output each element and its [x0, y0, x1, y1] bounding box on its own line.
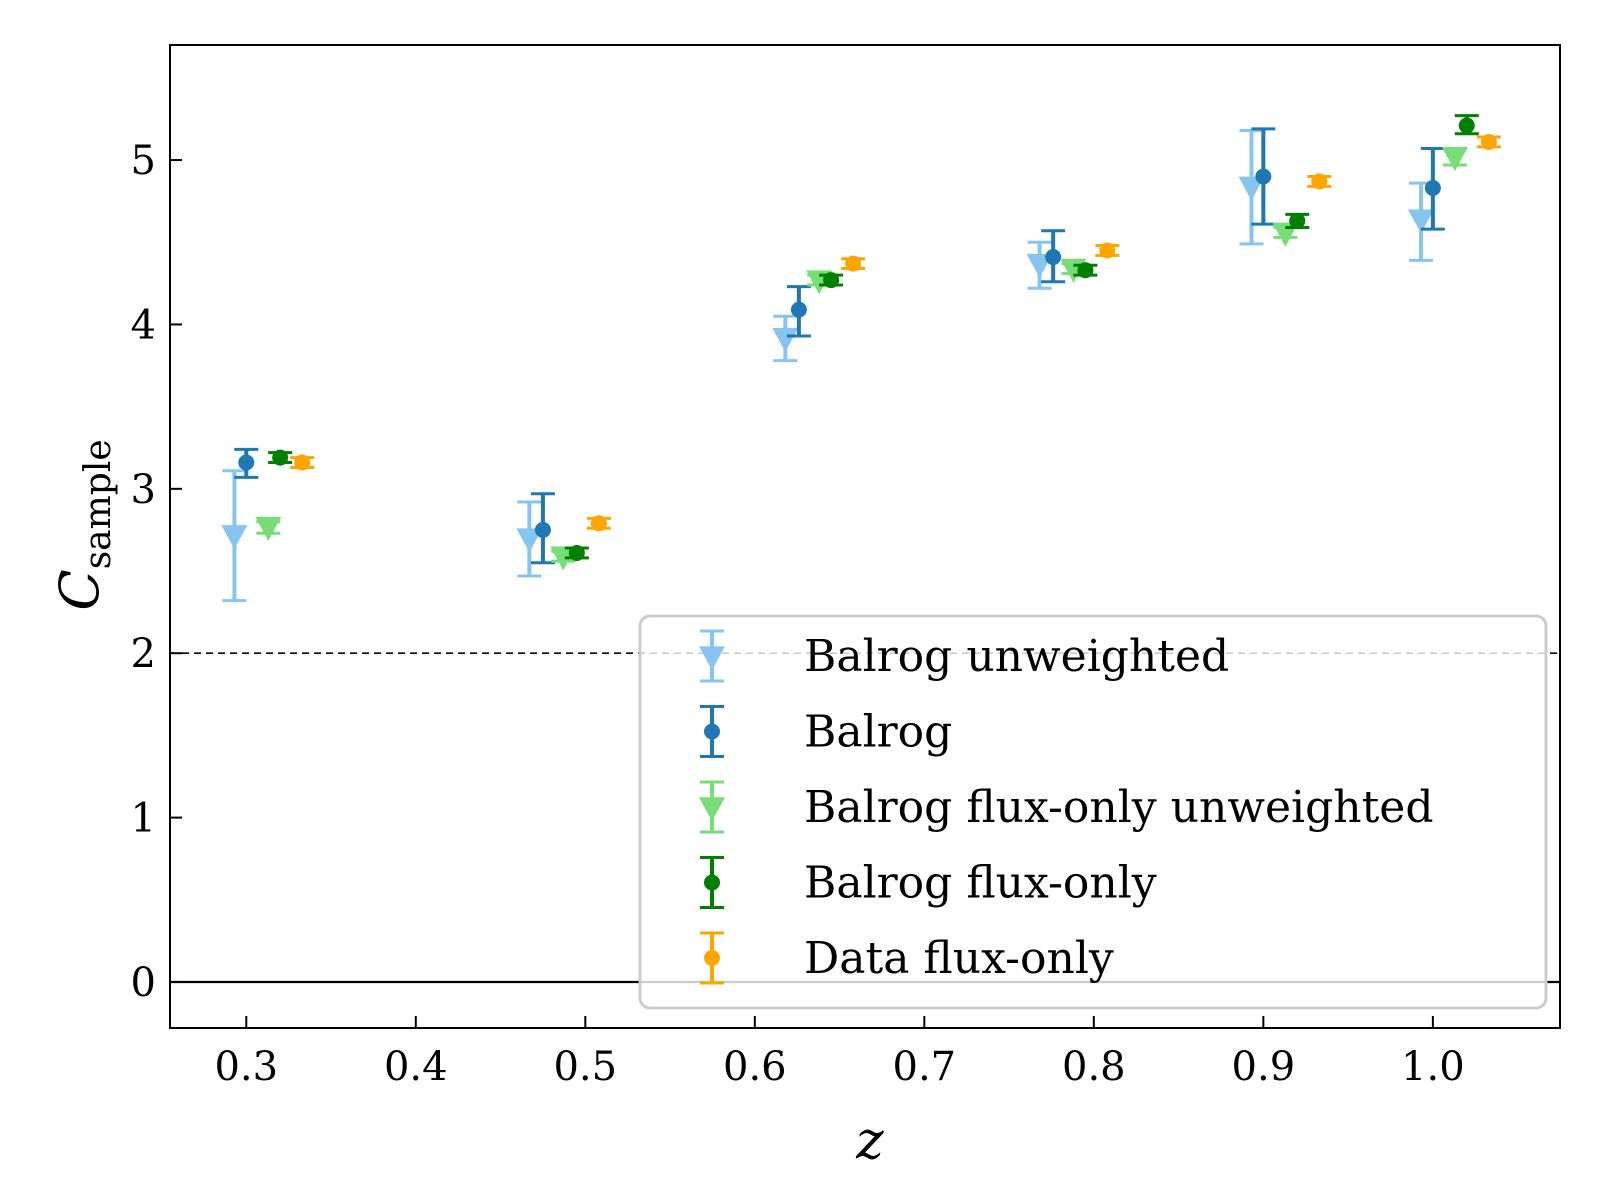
plot-frame [169, 44, 1561, 1029]
x-tick-label: 0.8 [1062, 1044, 1126, 1090]
x-tick-label: 0.3 [214, 1044, 278, 1090]
legend-marker [704, 874, 720, 891]
data-point [534, 521, 551, 538]
legend-marker [699, 646, 725, 671]
y-tick-label: 2 [131, 631, 156, 677]
x-axis-label: z [855, 1111, 884, 1171]
data-point [1238, 176, 1265, 201]
series-balrog [234, 127, 1445, 565]
legend-marker [704, 950, 720, 966]
y-tick-label: 1 [131, 796, 156, 842]
x-tick-label: 1.0 [1401, 1044, 1465, 1090]
data-point [1458, 117, 1475, 134]
legend-box [638, 614, 1548, 1010]
legend-label: Balrog flux-only [804, 858, 1157, 909]
y-axis-label: Csample [48, 439, 119, 610]
series-balrog-unweighted [221, 128, 1434, 603]
data-point [1077, 262, 1094, 279]
series-balrog-flux-only [268, 114, 1479, 561]
data-point [221, 525, 248, 550]
data-point [1311, 173, 1328, 190]
x-tick-label: 0.4 [384, 1044, 448, 1090]
x-tick-label: 0.5 [553, 1044, 617, 1090]
y-axis-label-subscript: sample [78, 439, 119, 569]
data-point [1289, 212, 1306, 229]
x-tick-label: 0.7 [893, 1044, 957, 1090]
data-point [1480, 133, 1497, 150]
legend-label: Balrog [804, 707, 952, 758]
data-point [255, 516, 282, 541]
data-point [1441, 147, 1468, 172]
y-tick-label: 0 [131, 960, 156, 1006]
data-point [1099, 242, 1116, 259]
legend-label: Data flux-only [804, 933, 1114, 984]
data-point [272, 449, 289, 466]
series-data-flux-only [290, 133, 1501, 532]
data-point [845, 255, 862, 272]
data-point [294, 454, 311, 471]
x-tick-label: 0.6 [723, 1044, 787, 1090]
data-point [1255, 168, 1272, 185]
legend-marker [704, 723, 720, 740]
x-tick-label: 0.9 [1232, 1044, 1296, 1090]
data-point [1045, 249, 1062, 266]
axis-ticks: 0.3 0.4 0.5 0.6 0.7 0.8 0.9 1.0 0 1 2 3 4 5 [131, 138, 1465, 1090]
data-point [790, 301, 807, 318]
data-point [238, 454, 255, 471]
legend-label: Balrog flux-only unweighted [804, 782, 1434, 833]
y-tick-label: 3 [131, 467, 156, 513]
legend-label: Balrog unweighted [804, 631, 1229, 682]
data-point [568, 544, 585, 561]
y-tick-label: 4 [131, 302, 156, 348]
data-point [1408, 209, 1434, 234]
y-tick-label: 5 [131, 138, 156, 184]
data-point [590, 515, 607, 532]
legend: Balrog unweighted Balrog Balrog flux-only … [638, 614, 1548, 1010]
data-point [1424, 180, 1441, 197]
legend-marker [699, 797, 725, 822]
data-point [772, 327, 799, 352]
data-point [823, 272, 840, 289]
series-layer [221, 114, 1501, 603]
y-axis-label-main: C [48, 569, 111, 610]
data-point [516, 528, 543, 553]
